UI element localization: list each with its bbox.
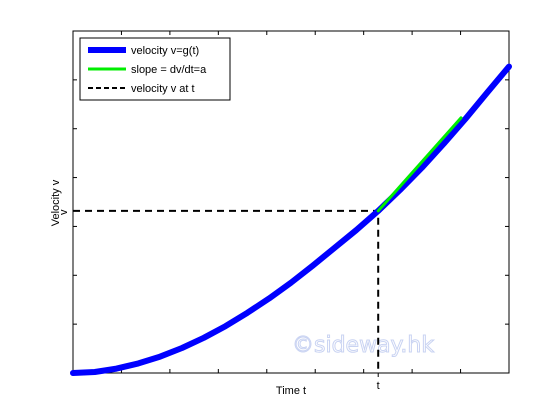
legend: velocity v=g(t) slope = dv/dt=a velocity v… [79,37,231,101]
legend-label-2: velocity v at t [131,83,195,95]
series-line-0 [70,63,512,376]
y-tick-label: v [58,209,70,215]
x-axis-label: Time t [276,385,306,397]
tick-labels: tv [58,209,380,392]
y-axis-label: Velocity v [50,179,62,226]
legend-label-0: velocity v=g(t) [131,45,199,57]
legend-label-1: slope = dv/dt=a [131,64,207,76]
x-tick-label: t [377,380,380,392]
watermark: ©sideway.hk [292,333,434,358]
series-line-1 [376,116,463,213]
series-layer [70,63,512,376]
